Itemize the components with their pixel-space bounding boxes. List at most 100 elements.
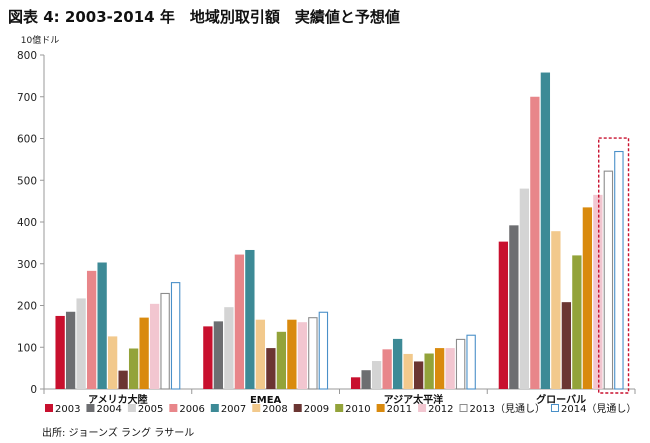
legend-item-4: 2007 — [210, 404, 246, 415]
legend-label-7: 2010 — [345, 404, 370, 415]
bar-1-4 — [245, 249, 255, 389]
y-tick-label-200: 200 — [17, 301, 37, 313]
bar-1-8 — [287, 319, 297, 389]
category-label-2: アジア太平洋 — [384, 393, 444, 406]
bar-3-1 — [509, 225, 519, 389]
legend-swatch-7 — [335, 404, 344, 412]
bar-0-0 — [55, 315, 65, 389]
y-tick-label-400: 400 — [17, 217, 37, 229]
chart-title: 図表 4: 2003-2014 年 地域別取引額 実績値と予想値 — [8, 8, 400, 26]
bar-3-10 — [603, 170, 614, 390]
legend-item-0: 2003 — [45, 404, 80, 415]
bar-2-3 — [382, 349, 392, 389]
bar-1-3 — [234, 254, 245, 389]
legend-label-8: 2011 — [387, 404, 412, 415]
legend-swatch-6 — [293, 404, 302, 412]
bar-1-1 — [213, 321, 224, 389]
legend-item-8: 2011 — [376, 404, 412, 415]
bar-0-9 — [149, 303, 160, 389]
legend-label-1: 2004 — [96, 404, 121, 415]
forecast-highlight-box-0 — [598, 137, 630, 394]
y-tick-label-0: 0 — [30, 384, 37, 396]
bar-3-8 — [582, 207, 593, 389]
bar-0-10 — [160, 292, 170, 390]
legend-item-6: 2009 — [293, 404, 329, 415]
bar-1-5 — [255, 319, 266, 389]
legend-item-2: 2005 — [127, 404, 163, 415]
legend-swatch-4 — [210, 404, 219, 412]
legend-item-9: 2012 — [418, 404, 454, 415]
legend-label-6: 2009 — [304, 404, 329, 415]
bar-3-0 — [498, 241, 509, 389]
bar-0-3 — [86, 270, 97, 389]
legend: 2003 2004 2005 2006 2007 2008 2009 2010 2011 2012… — [45, 403, 636, 415]
legend-label-10: 2013（見通し） — [470, 403, 545, 415]
bar-0-2 — [76, 298, 86, 389]
y-axis-unit-label: 10億ドル — [21, 34, 59, 46]
legend-swatch-10 — [459, 404, 468, 412]
bar-3-2 — [519, 188, 530, 389]
y-tick-label-800: 800 — [17, 50, 37, 62]
bar-2-2 — [371, 361, 382, 389]
source-note: 出所: ジョーンズ ラング ラサール — [42, 428, 195, 439]
bar-3-11 — [614, 150, 624, 390]
legend-item-11: 2014（見通し） — [550, 403, 636, 415]
bar-2-5 — [403, 353, 413, 389]
category-label-0: アメリカ大陸 — [88, 393, 148, 406]
bar-0-11 — [170, 282, 181, 390]
bar-3-5 — [551, 231, 561, 389]
y-tick-label-600: 600 — [17, 134, 37, 146]
bar-2-8 — [434, 348, 445, 389]
legend-item-7: 2010 — [335, 404, 371, 415]
bar-2-11 — [466, 334, 476, 390]
bar-0-7 — [128, 348, 139, 389]
y-tick-label-300: 300 — [17, 259, 37, 271]
bar-3-7 — [572, 255, 582, 389]
legend-swatch-8 — [376, 404, 385, 412]
bar-2-9 — [445, 348, 455, 389]
bar-1-7 — [276, 331, 287, 389]
bar-2-1 — [361, 370, 371, 389]
legend-swatch-2 — [127, 404, 136, 412]
category-label-3: グローバル — [536, 393, 586, 406]
bar-3-6 — [561, 302, 572, 389]
y-tick-label-500: 500 — [17, 175, 37, 187]
bar-1-9 — [297, 322, 308, 389]
y-tick-label-700: 700 — [17, 92, 37, 104]
legend-swatch-9 — [418, 404, 427, 412]
bar-0-8 — [139, 317, 149, 389]
bar-0-4 — [97, 262, 107, 389]
legend-swatch-11 — [550, 404, 559, 412]
bar-2-7 — [424, 353, 434, 389]
bar-1-6 — [266, 348, 276, 389]
bar-1-10 — [308, 317, 318, 390]
bar-2-6 — [413, 361, 424, 389]
legend-item-5: 2008 — [252, 404, 288, 415]
legend-item-10: 2013（見通し） — [459, 403, 545, 415]
bar-0-6 — [118, 370, 128, 389]
legend-label-3: 2006 — [179, 404, 204, 415]
bar-2-10 — [455, 338, 466, 390]
y-tick-label-100: 100 — [17, 342, 37, 354]
category-label-1: EMEA — [250, 395, 282, 406]
bar-0-5 — [107, 336, 118, 389]
legend-label-2: 2005 — [138, 404, 163, 415]
legend-label-0: 2003 — [55, 404, 80, 415]
legend-swatch-3 — [169, 404, 178, 412]
legend-item-1: 2004 — [86, 404, 122, 415]
legend-label-4: 2007 — [221, 404, 246, 415]
bar-1-0 — [203, 326, 213, 389]
legend-label-9: 2012 — [428, 404, 453, 415]
legend-label-5: 2008 — [262, 404, 287, 415]
bar-2-4 — [392, 338, 403, 389]
bar-1-11 — [318, 311, 329, 390]
bar-2-0 — [350, 377, 361, 389]
legend-item-3: 2006 — [169, 404, 205, 415]
bar-1-2 — [224, 307, 234, 389]
legend-swatch-0 — [45, 404, 53, 412]
legend-swatch-5 — [252, 404, 261, 412]
legend-label-11: 2014（見通し） — [561, 403, 636, 415]
bar-3-4 — [540, 72, 551, 389]
bar-3-9 — [593, 194, 603, 389]
